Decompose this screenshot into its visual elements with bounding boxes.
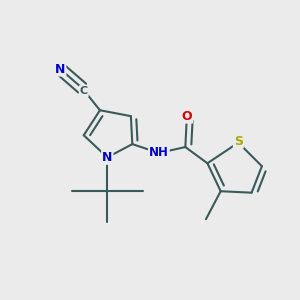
Text: S: S: [234, 135, 243, 148]
Text: N: N: [102, 151, 112, 164]
Text: O: O: [182, 110, 192, 123]
Text: NH: NH: [149, 146, 169, 159]
Text: C: C: [80, 86, 88, 96]
Text: N: N: [55, 62, 65, 76]
